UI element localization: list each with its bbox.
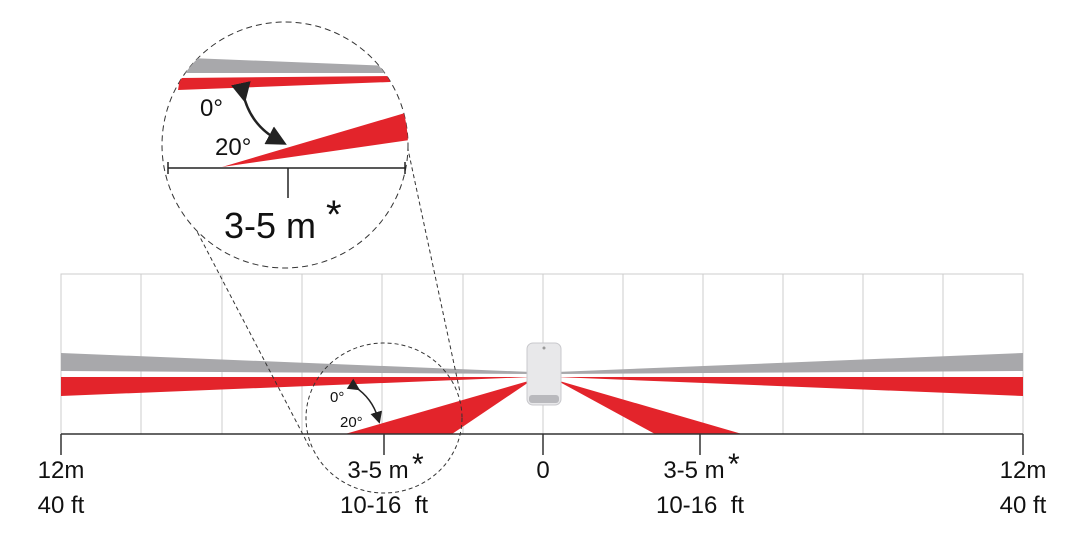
scale-metric: 0: [536, 457, 549, 484]
zoom-range-mark: *: [326, 193, 342, 237]
zoom-bracket: [167, 162, 406, 198]
inset-arrow: [346, 378, 383, 424]
inset-angle-top: 0°: [330, 389, 344, 406]
scale-imperial: 10-16 ft: [656, 492, 744, 519]
scale-mark: *: [412, 448, 424, 481]
zoom-angle-bottom: 20°: [215, 134, 251, 161]
zoom-angle-top: 0°: [200, 95, 223, 122]
scale-metric: 12m: [1000, 457, 1047, 484]
sensor: [526, 342, 562, 406]
zoom-arrow: [231, 81, 287, 145]
scale-imperial: 10-16 ft: [340, 492, 428, 519]
zoom-beams: [178, 58, 408, 167]
scale-metric: 3-5 m: [663, 457, 724, 484]
scale-metric: 12m: [38, 457, 85, 484]
scale-metric: 3-5 m: [347, 457, 408, 484]
scale-imperial: 40 ft: [1000, 492, 1047, 519]
zoom-connectors: [177, 139, 463, 494]
zoom-range: 3-5 m: [224, 205, 316, 246]
inset-angle-bottom: 20°: [340, 414, 363, 431]
scale-mark: *: [728, 448, 740, 481]
beams: [61, 353, 1023, 434]
scale-imperial: 40 ft: [38, 492, 85, 519]
axis: [60, 433, 1024, 455]
